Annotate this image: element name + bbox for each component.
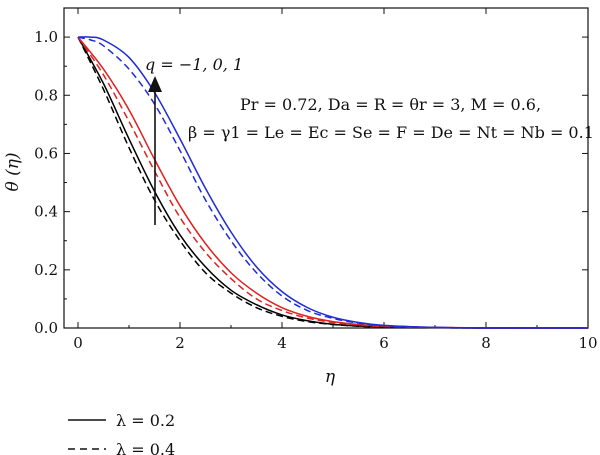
x-axis-label: η: [325, 367, 336, 387]
series-line-q1-lambda-0.4: [77, 36, 588, 329]
legend-label-solid: λ = 0.2: [116, 411, 175, 430]
x-tick-label: 10: [578, 334, 597, 352]
plot-frame: [63, 7, 589, 329]
x-tick-label: 0: [73, 334, 83, 352]
legend: λ = 0.2 λ = 0.4: [68, 411, 175, 455]
arrow-label: q = −1, 0, 1: [145, 55, 243, 74]
x-tick-label: 8: [481, 334, 491, 352]
x-tick-label: 6: [379, 334, 389, 352]
y-tick-label: 0.2: [34, 261, 58, 279]
legend-label-dashed: λ = 0.4: [116, 440, 175, 455]
x-tick-label: 2: [175, 334, 185, 352]
y-tick-label: 0.6: [34, 144, 58, 162]
params-line-1: Pr = 0.72, Da = R = θr = 3, M = 0.6,: [240, 95, 541, 114]
y-axis-label: θ (η): [3, 152, 23, 191]
y-tick-label: 1.0: [34, 28, 58, 46]
trend-arrow-head: [148, 76, 162, 92]
y-tick-label: 0.4: [34, 203, 58, 221]
params-line-2: β = γ1 = Le = Ec = Se = F = De = Nt = Nb…: [188, 123, 594, 142]
series-lines: [77, 36, 588, 329]
y-tick-label: 0.0: [34, 319, 58, 337]
axis-tick-labels: 0 2 4 6 8 10 0.0 0.2 0.4 0.6 0.8 1.0: [34, 28, 597, 352]
y-tick-label: 0.8: [34, 86, 58, 104]
x-tick-label: 4: [277, 334, 287, 352]
axis-ticks: [64, 7, 589, 329]
series-line-q-1-lambda-0.4: [77, 36, 588, 329]
